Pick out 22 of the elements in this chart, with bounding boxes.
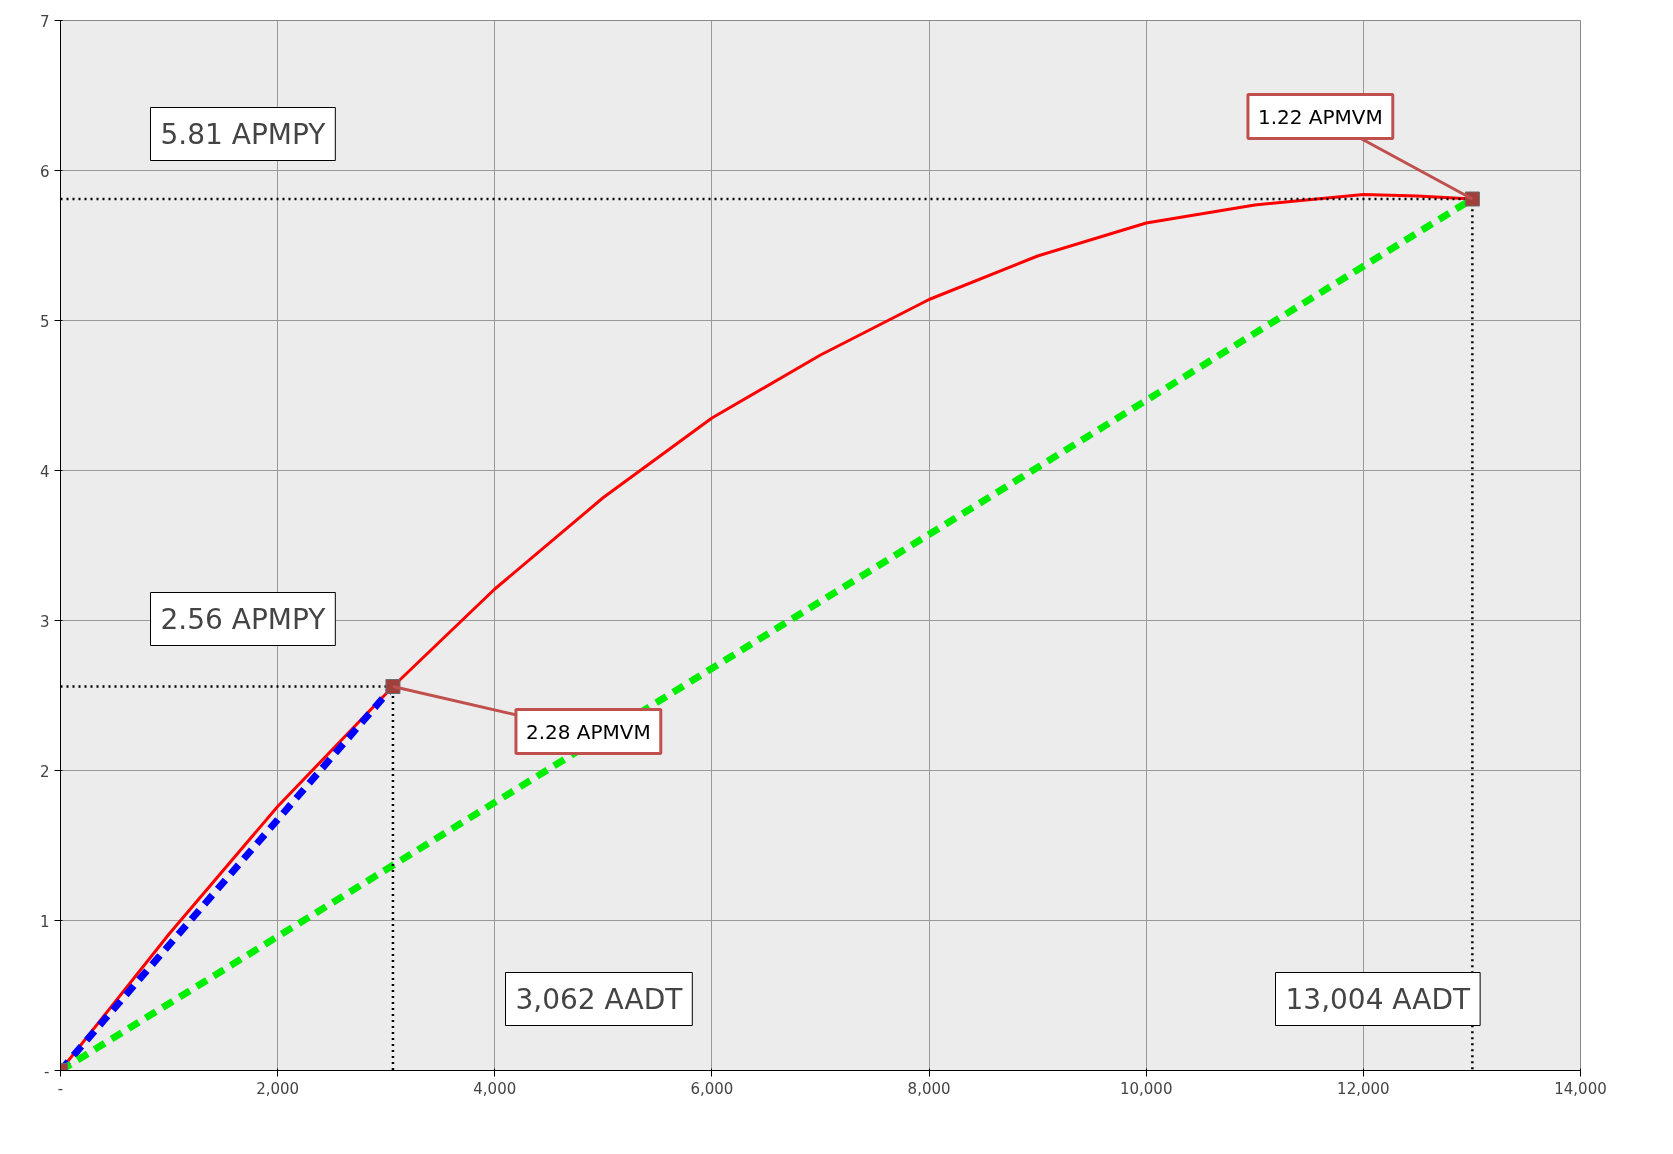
y-tick-label: 1 xyxy=(39,912,50,931)
annotation: 3,062 AADT xyxy=(515,982,684,1016)
annotation: 5.81 APMPY xyxy=(160,117,327,151)
x-tick-label: 6,000 xyxy=(690,1079,734,1098)
y-tick-label: 7 xyxy=(39,12,50,31)
annotation: 1.22 APMVM xyxy=(1257,104,1383,129)
y-tick-label: 4 xyxy=(39,462,50,481)
x-tick-label: - xyxy=(57,1079,64,1098)
x-tick-label: 12,000 xyxy=(1337,1079,1390,1098)
x-tick-label: 4,000 xyxy=(473,1079,517,1098)
annotation: 2.28 APMVM xyxy=(525,719,651,744)
y-tick-label: 5 xyxy=(39,312,50,331)
x-tick-label: 10,000 xyxy=(1119,1079,1173,1098)
annotation: 13,004 AADT xyxy=(1285,982,1472,1016)
y-tick-label: - xyxy=(44,1062,50,1081)
annotation: 2.56 APMPY xyxy=(160,602,327,636)
x-tick-label: 2,000 xyxy=(256,1079,300,1098)
y-tick-label: 6 xyxy=(39,162,50,181)
y-tick-label: 3 xyxy=(39,612,50,631)
x-tick-label: 8,000 xyxy=(907,1079,951,1098)
x-tick-label: 14,000 xyxy=(1554,1079,1607,1098)
y-tick-label: 2 xyxy=(39,762,50,781)
